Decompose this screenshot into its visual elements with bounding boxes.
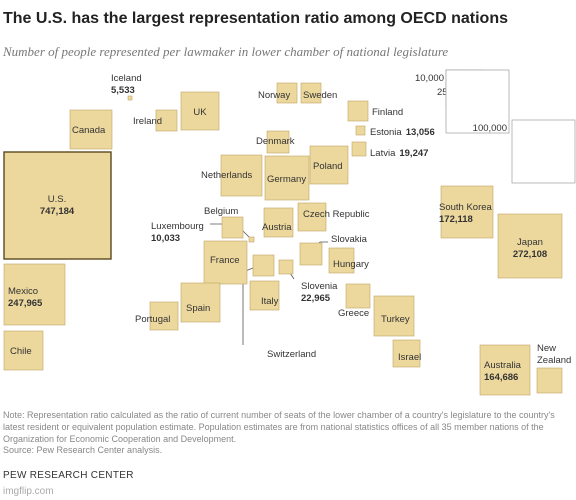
label-chile: Chile [10,346,32,357]
label-germany: Germany [267,174,306,185]
square-ireland [155,109,178,132]
square-chile [3,330,44,371]
label-new-zealand: New Zealand [537,343,571,366]
square-slovenia [278,259,294,275]
square-japan [497,213,563,279]
square-slovakia [299,242,323,266]
label-finland: Finland [372,107,403,118]
value-australia: 164,686 [484,372,518,383]
square-norway [276,82,298,104]
watermark: imgflip.com [3,486,54,497]
label-ireland: Ireland [133,116,162,127]
label-uk: UK [193,107,207,118]
credit-line: PEW RESEARCH CENTER [3,470,134,481]
value-latvia: 19,247 [399,148,428,159]
value-u-s: 747,184 [40,206,75,217]
value-slovenia: 22,965 [301,293,331,304]
square-mexico [3,263,66,326]
square-latvia [351,141,367,157]
square-greece [345,283,371,309]
label-latvia: Latvia 19,247 [370,148,428,159]
label-austria: Austria [262,222,292,233]
label-u-s: U.S. [48,194,66,205]
square-israel [392,339,421,368]
label-sweden: Sweden [303,90,337,101]
label-mexico: Mexico [8,286,38,297]
square-czech-republic [297,202,327,232]
label-poland: Poland [313,161,343,172]
chart-note: Note: Representation ratio calculated as… [3,410,555,444]
label-portugal: Portugal [135,314,170,325]
label-hungary: Hungary [333,259,369,270]
square-belgium [221,216,244,239]
label-slovakia: Slovakia [331,234,368,245]
label-japan: Japan [517,237,543,248]
square-germany [264,155,310,201]
country-squares [3,82,563,396]
square-luxembourg [248,236,255,243]
label-australia: Australia [484,360,522,371]
legend-square-100-000 [445,69,510,134]
label-canada: Canada [72,125,106,136]
label-denmark: Denmark [256,136,295,147]
square-denmark [266,130,290,154]
legend-label-10-000: 10,000 [415,73,444,84]
value-estonia: 13,056 [406,127,435,138]
label-france: France [210,255,240,266]
label-turkey: Turkey [381,314,410,325]
label-slovenia: Slovenia [301,281,338,292]
legend-label-100-000: 100,000 [473,123,507,134]
square-estonia [355,125,366,136]
square-uk [180,91,220,131]
label-czech-republic: Czech Republic [303,209,370,220]
square-u-s [3,151,112,260]
value-mexico: 247,965 [8,298,43,309]
square-canada [69,109,113,150]
square-sweden [300,82,322,104]
square-hungary [328,247,355,274]
square-netherlands [220,154,263,197]
chart-title: The U.S. has the largest representation … [3,10,508,27]
label-switzerland: Switzerland [267,349,316,360]
legend-square-250-000 [511,119,576,184]
label-luxembourg: Luxembourg [151,221,204,232]
square-italy [249,280,280,311]
square-switzerland [252,254,275,277]
square-south-korea [440,185,494,239]
label-italy: Italy [261,296,279,307]
value-iceland: 5,533 [111,85,135,96]
square-france [203,240,248,285]
chart-subtitle: Number of people represented per lawmake… [3,44,449,59]
square-australia [479,344,531,396]
square-austria [263,207,294,238]
label-iceland: Iceland [111,73,142,84]
label-norway: Norway [258,90,290,101]
label-spain: Spain [186,303,210,314]
value-south-korea: 172,118 [439,214,473,225]
square-portugal [149,301,179,331]
square-turkey [373,295,415,337]
square-spain [180,282,221,323]
square-finland [347,100,369,122]
square-poland [309,145,349,185]
label-greece: Greece [338,308,369,319]
label-estonia: Estonia 13,056 [370,127,435,138]
value-luxembourg: 10,033 [151,233,180,244]
chart-source: Source: Pew Research Center analysis. [3,445,163,455]
square-iceland [127,95,133,101]
square-new-zealand [536,367,563,394]
value-japan: 272,108 [513,249,547,260]
label-netherlands: Netherlands [201,170,252,181]
label-south-korea: South Korea [439,202,493,213]
label-belgium: Belgium [204,206,238,217]
label-israel: Israel [398,352,421,363]
